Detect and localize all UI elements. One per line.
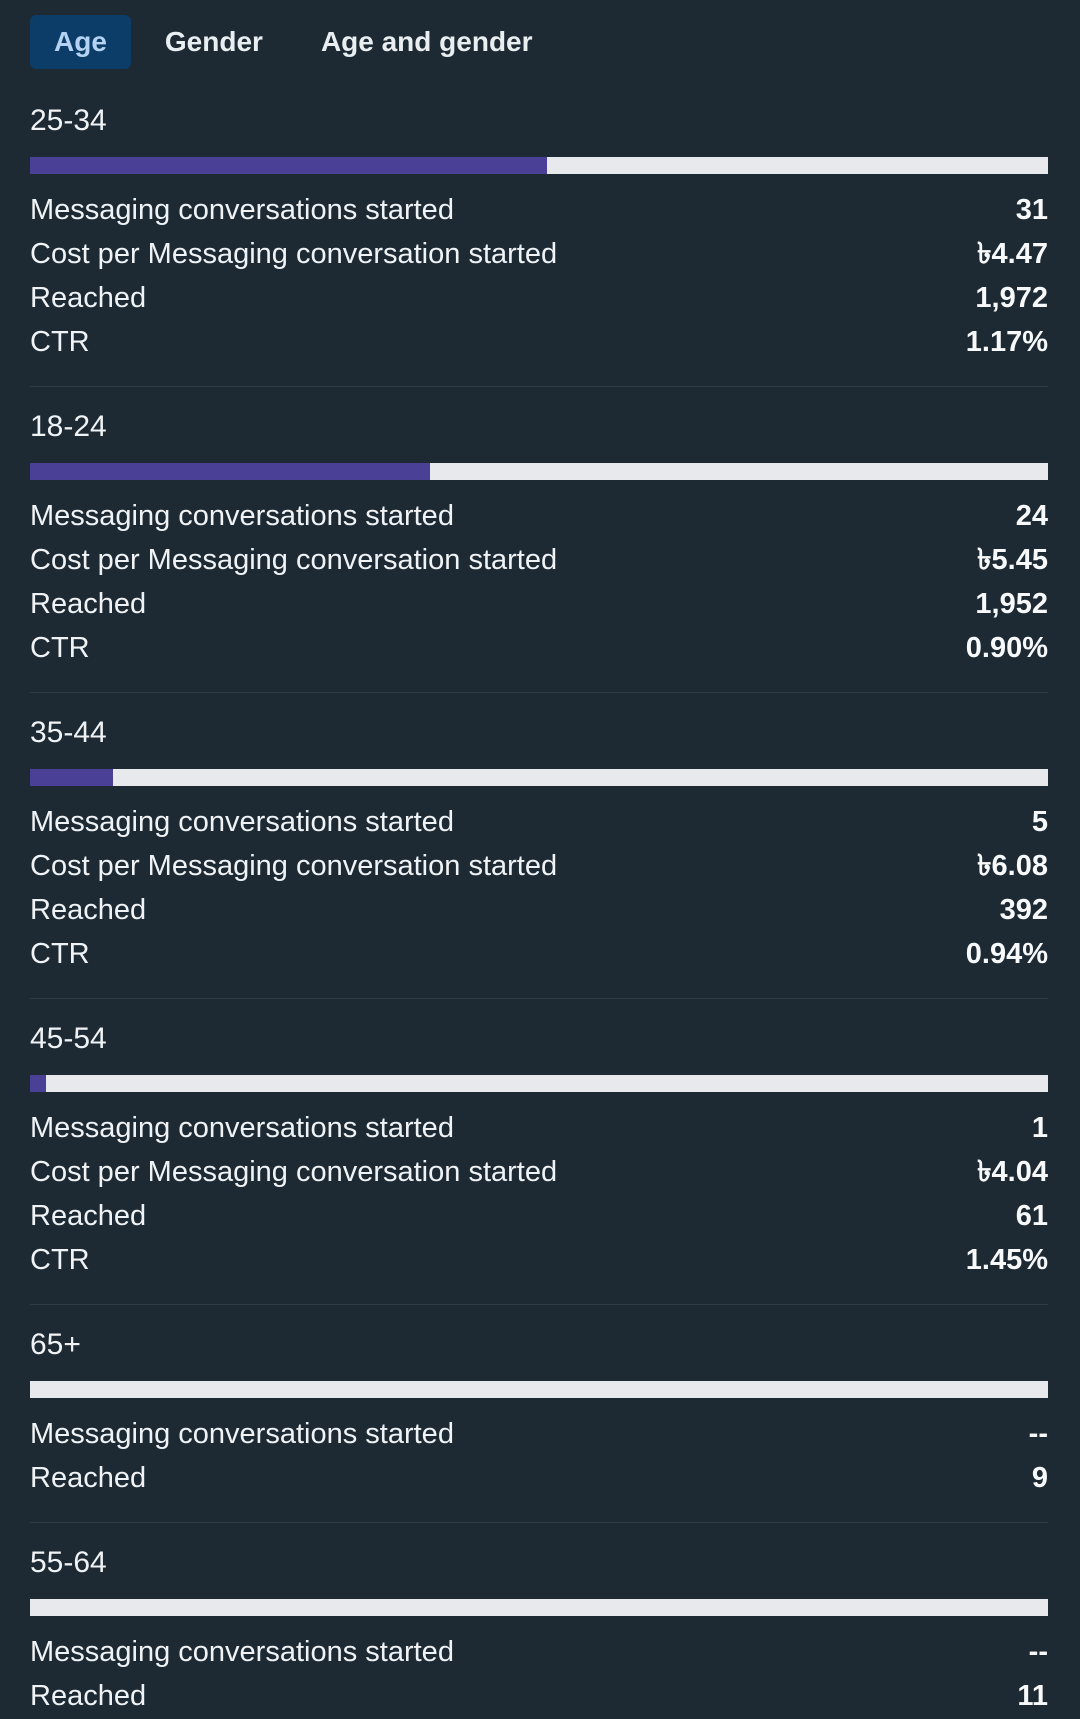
metric-label: Reached: [30, 1200, 147, 1232]
metric-row: Reached 61: [30, 1194, 1048, 1238]
metric-value: 24: [1015, 500, 1048, 532]
metric-row: Reached 11: [30, 1674, 1048, 1718]
metric-label: Messaging conversations started: [30, 806, 454, 838]
metric-label: Messaging conversations started: [30, 500, 454, 532]
share-bar-track: [30, 769, 1048, 786]
metric-row: Reached 9: [30, 1456, 1048, 1500]
share-bar-track: [30, 1381, 1048, 1398]
share-bar-fill: [30, 769, 114, 786]
metric-label: Reached: [30, 282, 147, 314]
metric-label: Reached: [30, 1462, 147, 1494]
share-bar-track: [30, 1599, 1048, 1616]
age-section-25-34: 25-34 Messaging conversations started 31…: [30, 69, 1048, 386]
metric-label: Cost per Messaging conversation started: [30, 1156, 558, 1188]
metric-label: CTR: [30, 938, 90, 970]
metric-value: ৳5.45: [977, 544, 1048, 576]
metric-value: 1,972: [975, 282, 1048, 314]
metric-row: CTR 1.45%: [30, 1238, 1048, 1282]
metric-rows: Messaging conversations started 1 Cost p…: [30, 1106, 1048, 1282]
metric-row: Cost per Messaging conversation started …: [30, 1150, 1048, 1194]
metric-value: 1.45%: [965, 1244, 1048, 1276]
metric-row: CTR 1.17%: [30, 320, 1048, 364]
metric-label: CTR: [30, 326, 90, 358]
metric-value: 61: [1015, 1200, 1048, 1232]
metric-row: CTR 0.94%: [30, 932, 1048, 976]
metric-value: 9: [1031, 1462, 1048, 1494]
share-bar-fill: [30, 157, 548, 174]
metric-label: Reached: [30, 588, 147, 620]
tab-age-and-gender[interactable]: Age and gender: [320, 26, 533, 57]
tab-age[interactable]: Age: [30, 15, 131, 69]
metric-row: Reached 1,952: [30, 582, 1048, 626]
metric-value: 1.17%: [965, 326, 1048, 358]
metric-row: Messaging conversations started 24: [30, 494, 1048, 538]
metric-rows: Messaging conversations started 31 Cost …: [30, 188, 1048, 364]
metric-value: ৳4.47: [977, 238, 1048, 270]
metric-rows: Messaging conversations started 5 Cost p…: [30, 800, 1048, 976]
metric-label: Reached: [30, 894, 147, 926]
age-range-label: 65+: [30, 1328, 81, 1361]
share-bar-fill: [30, 1075, 47, 1092]
metric-value: --: [1028, 1418, 1048, 1450]
metric-label: Reached: [30, 1680, 147, 1712]
age-section-45-54: 45-54 Messaging conversations started 1 …: [30, 998, 1048, 1304]
age-range-label: 45-54: [30, 1022, 107, 1055]
age-section-18-24: 18-24 Messaging conversations started 24…: [30, 386, 1048, 692]
metric-value: 1: [1031, 1112, 1048, 1144]
metric-value: 392: [999, 894, 1048, 926]
metric-rows: Messaging conversations started -- Reach…: [30, 1630, 1048, 1718]
tab-gender[interactable]: Gender: [164, 26, 263, 57]
metric-value: 0.94%: [965, 938, 1048, 970]
breakdown-tabs: Age Gender Age and gender: [0, 0, 1080, 69]
age-range-label: 55-64: [30, 1546, 107, 1579]
metric-value: ৳4.04: [977, 1156, 1048, 1188]
age-range-label: 18-24: [30, 410, 107, 443]
share-bar-fill: [30, 463, 431, 480]
metric-row: Reached 1,972: [30, 276, 1048, 320]
metric-label: CTR: [30, 632, 90, 664]
metric-row: Messaging conversations started --: [30, 1412, 1048, 1456]
share-bar-track: [30, 157, 1048, 174]
metric-row: Cost per Messaging conversation started …: [30, 844, 1048, 888]
age-range-label: 25-34: [30, 104, 107, 137]
metric-value: 1,952: [975, 588, 1048, 620]
metric-value: ৳6.08: [977, 850, 1048, 882]
metric-label: Messaging conversations started: [30, 194, 454, 226]
metric-value: 11: [1017, 1680, 1048, 1712]
metric-rows: Messaging conversations started -- Reach…: [30, 1412, 1048, 1500]
metric-label: Messaging conversations started: [30, 1418, 454, 1450]
metric-row: Messaging conversations started 5: [30, 800, 1048, 844]
share-bar-track: [30, 1075, 1048, 1092]
age-section-65plus: 65+ Messaging conversations started -- R…: [30, 1304, 1048, 1522]
metric-rows: Messaging conversations started 24 Cost …: [30, 494, 1048, 670]
metric-value: 0.90%: [965, 632, 1048, 664]
metric-label: CTR: [30, 1244, 90, 1276]
age-section-35-44: 35-44 Messaging conversations started 5 …: [30, 692, 1048, 998]
metric-row: Messaging conversations started 1: [30, 1106, 1048, 1150]
metric-label: Cost per Messaging conversation started: [30, 850, 558, 882]
metric-row: Messaging conversations started --: [30, 1630, 1048, 1674]
metric-value: 5: [1031, 806, 1048, 838]
age-range-label: 35-44: [30, 716, 107, 749]
metric-label: Messaging conversations started: [30, 1112, 454, 1144]
metric-value: 31: [1015, 194, 1048, 226]
metric-row: Reached 392: [30, 888, 1048, 932]
metric-label: Messaging conversations started: [30, 1636, 454, 1668]
metric-label: Cost per Messaging conversation started: [30, 238, 558, 270]
metric-value: --: [1028, 1636, 1048, 1668]
metric-row: CTR 0.90%: [30, 626, 1048, 670]
age-breakdown-list: 25-34 Messaging conversations started 31…: [30, 69, 1048, 1719]
metric-row: Messaging conversations started 31: [30, 188, 1048, 232]
metric-row: Cost per Messaging conversation started …: [30, 232, 1048, 276]
share-bar-track: [30, 463, 1048, 480]
metric-label: Cost per Messaging conversation started: [30, 544, 558, 576]
age-section-55-64: 55-64 Messaging conversations started --…: [30, 1522, 1048, 1719]
metric-row: Cost per Messaging conversation started …: [30, 538, 1048, 582]
